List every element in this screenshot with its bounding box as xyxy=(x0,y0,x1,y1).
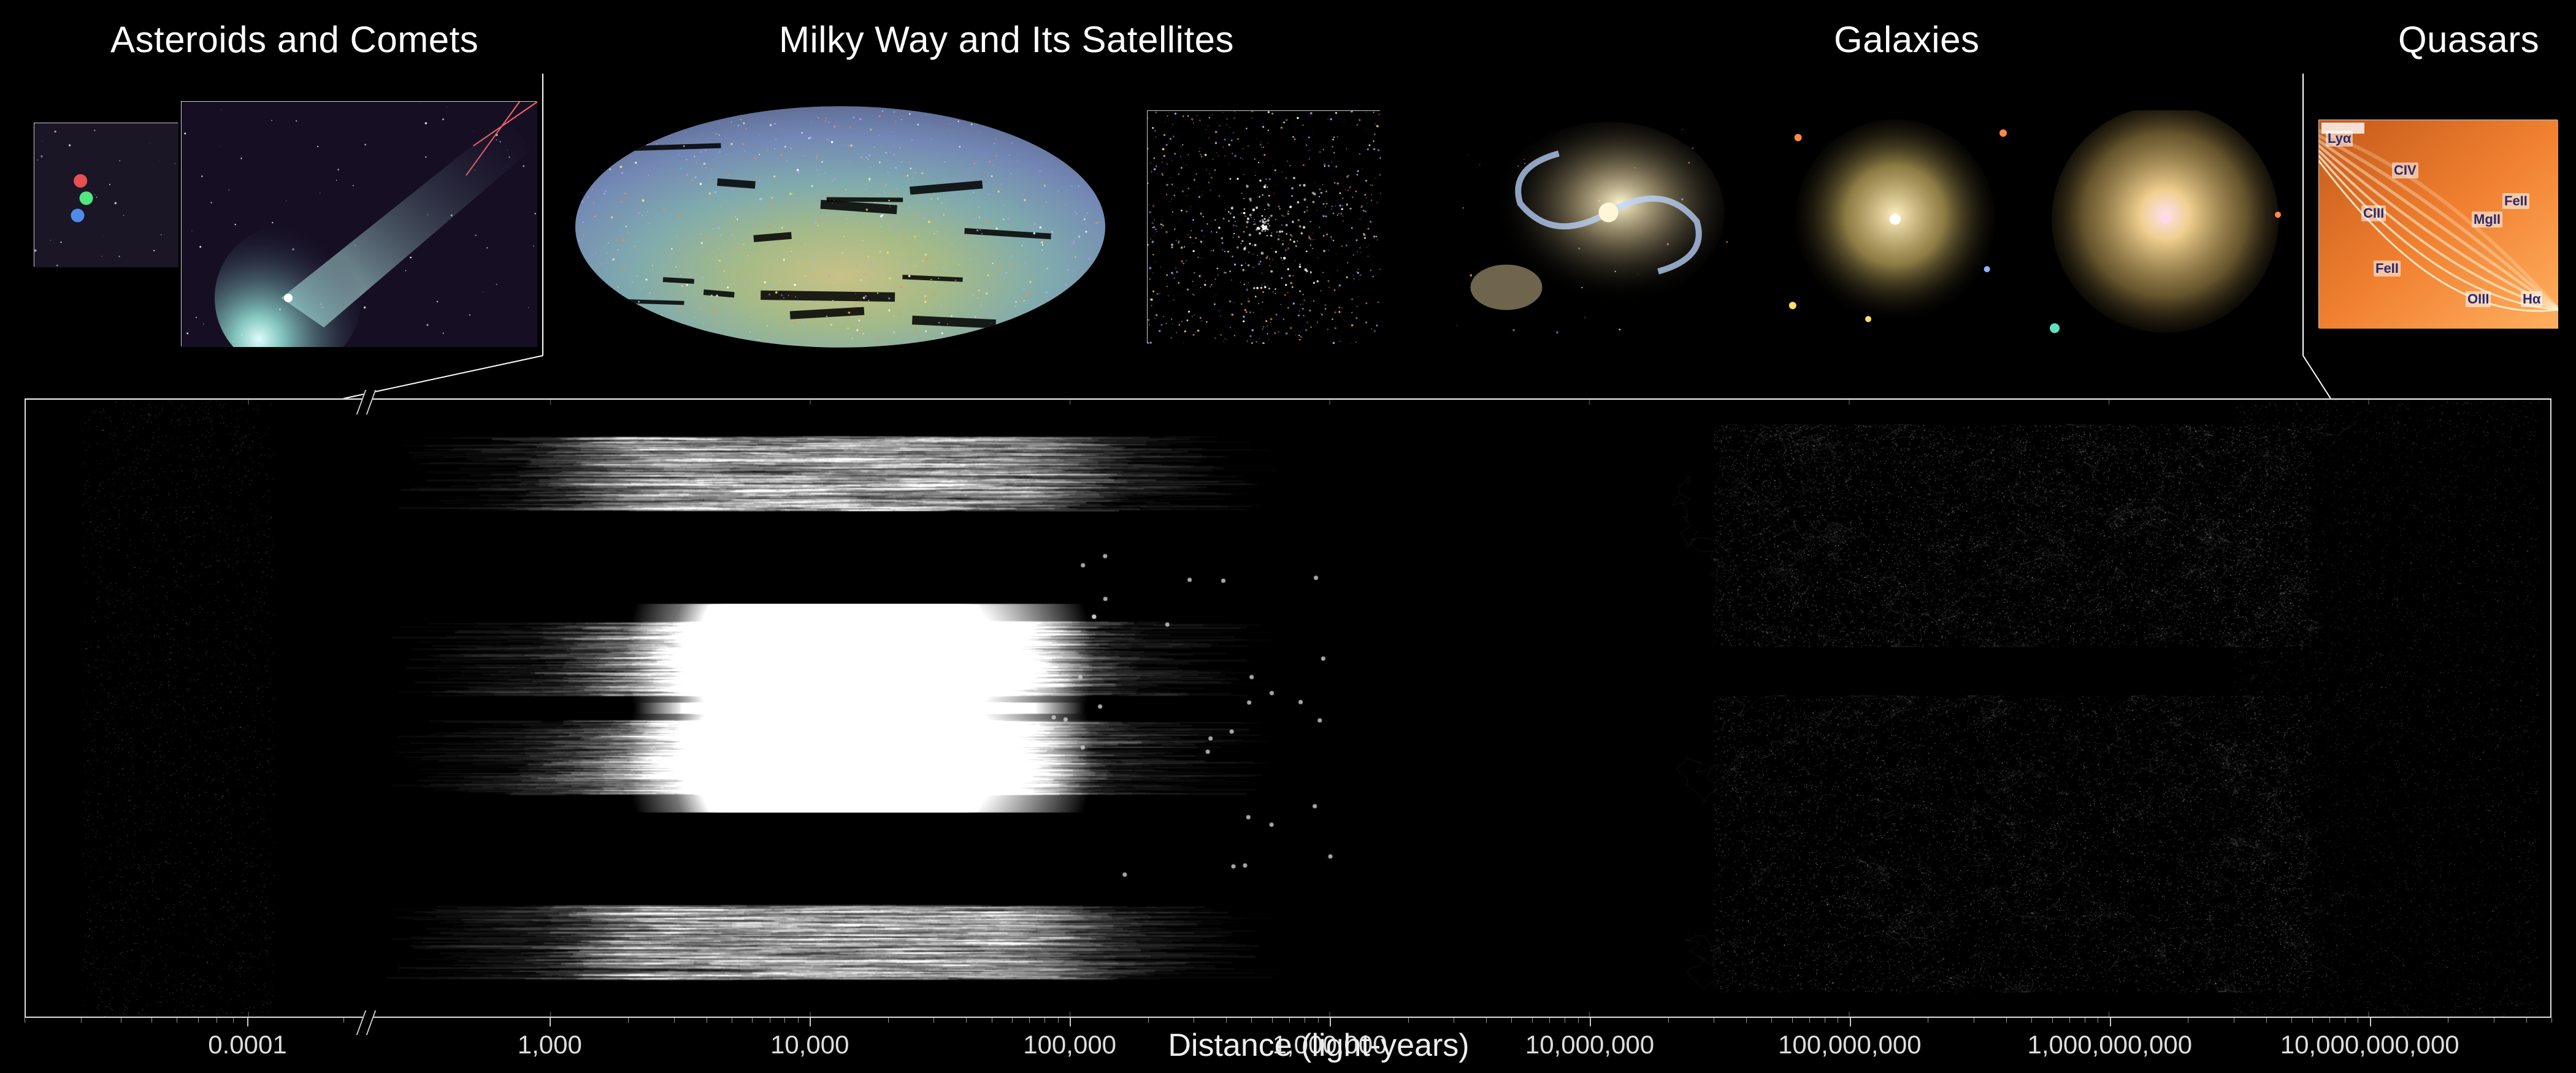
tick-label: 100,000,000 xyxy=(1778,1030,1922,1060)
tick-minor xyxy=(2291,1018,2292,1023)
tick-minor xyxy=(2069,1018,2070,1023)
section-label-asteroids: Asteroids and Comets xyxy=(110,18,478,61)
tick-minor xyxy=(2006,1018,2007,1023)
tick-minor xyxy=(2031,1018,2032,1023)
tick-minor xyxy=(2266,1018,2267,1023)
tick-label: 10,000,000 xyxy=(1525,1030,1654,1060)
figure-root: Asteroids and Comets Milky Way and Its S… xyxy=(0,0,2576,1073)
tick-major xyxy=(2370,1018,2371,1026)
tick-minor xyxy=(1272,1018,1273,1023)
tick-label: 10,000 xyxy=(770,1030,849,1060)
thumb-elliptical-galaxy-2 xyxy=(2042,110,2288,337)
tick-major xyxy=(2110,1018,2111,1026)
axis-title: Distance (light-years) xyxy=(1168,1027,1469,1064)
tick-label: 10,000,000,000 xyxy=(2280,1030,2459,1060)
spectrum-line-label: FeII xyxy=(2502,193,2529,209)
spectrum-line-label: CIV xyxy=(2392,162,2418,178)
tick-minor xyxy=(1148,1018,1149,1023)
tick-minor xyxy=(798,1018,799,1023)
thumb-elliptical-galaxy-1 xyxy=(1760,110,2030,337)
tick-major xyxy=(810,1018,811,1026)
tick-label: 1,000,000,000 xyxy=(2027,1030,2192,1060)
tick-minor xyxy=(1289,1018,1290,1023)
tick-minor xyxy=(1809,1018,1810,1023)
tick-minor xyxy=(1408,1018,1409,1023)
spectrum-line-label: Lyα xyxy=(2326,131,2353,147)
tick-minor xyxy=(1251,1018,1252,1023)
spectrum-line-label: FeII xyxy=(2374,261,2401,277)
tick-minor xyxy=(1532,1018,1533,1023)
tick-minor xyxy=(784,1018,785,1023)
tick-major xyxy=(247,1018,248,1026)
tick-minor xyxy=(2526,1018,2527,1023)
tick-major xyxy=(1850,1018,1851,1026)
tick-minor xyxy=(198,1018,199,1023)
tick-minor xyxy=(2052,1018,2053,1023)
tick-major xyxy=(1330,1018,1331,1026)
tick-major xyxy=(550,1018,551,1026)
tick-minor xyxy=(343,1018,344,1023)
tick-minor xyxy=(1771,1018,1772,1023)
tick-minor xyxy=(966,1018,967,1023)
tick-minor xyxy=(1226,1018,1227,1023)
tick-minor xyxy=(1511,1018,1512,1023)
tick-label: 100,000 xyxy=(1023,1030,1116,1060)
tick-label: 0.0001 xyxy=(208,1030,286,1060)
tick-minor xyxy=(752,1018,753,1023)
tick-minor xyxy=(888,1018,889,1023)
spectrum-line-label: CIII xyxy=(2361,205,2386,221)
tick-minor xyxy=(1578,1018,1579,1023)
tick-minor xyxy=(81,1018,82,1023)
plot-canvas xyxy=(26,400,2550,1017)
thumb-asteroid xyxy=(34,123,178,267)
section-label-galaxies: Galaxies xyxy=(1834,18,1979,61)
tick-minor xyxy=(2312,1018,2313,1023)
spectrum-line-label: MgII xyxy=(2472,212,2502,227)
tick-minor xyxy=(628,1018,629,1023)
tick-minor xyxy=(1012,1018,1013,1023)
tick-minor xyxy=(1318,1018,1319,1023)
tick-minor xyxy=(1792,1018,1793,1023)
tick-label: 1,000 xyxy=(518,1030,582,1060)
tick-minor xyxy=(2551,1018,2552,1023)
tick-major xyxy=(1590,1018,1591,1026)
tick-minor xyxy=(233,1018,234,1023)
thumb-spiral-galaxy xyxy=(1457,110,1733,337)
tick-minor xyxy=(151,1018,152,1023)
distance-plot xyxy=(25,399,2551,1018)
thumb-milkyway-footprint xyxy=(564,101,1116,353)
section-label-quasars: Quasars xyxy=(2398,18,2539,61)
tick-minor xyxy=(1668,1018,1669,1023)
spectrum-line-label: Hα xyxy=(2521,291,2542,307)
tick-minor xyxy=(1486,1018,1487,1023)
tick-minor xyxy=(933,1018,934,1023)
thumb-star-cluster xyxy=(1147,110,1380,343)
tick-minor xyxy=(1029,1018,1030,1023)
spectrum-line-label: OIII xyxy=(2466,291,2491,307)
tick-minor xyxy=(1549,1018,1550,1023)
tick-major xyxy=(1070,1018,1071,1026)
tick-minor xyxy=(1058,1018,1059,1023)
thumb-comet xyxy=(181,101,537,346)
section-label-milkyway: Milky Way and Its Satellites xyxy=(779,18,1234,61)
tick-minor xyxy=(674,1018,675,1023)
tick-minor xyxy=(2329,1018,2330,1023)
tick-minor xyxy=(1746,1018,1747,1023)
